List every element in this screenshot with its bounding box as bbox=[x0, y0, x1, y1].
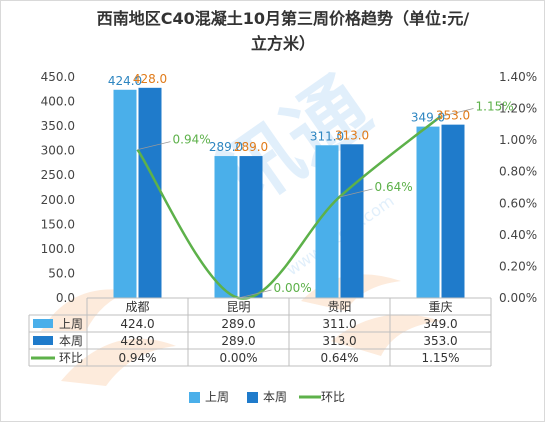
bar-本周-贵阳 bbox=[340, 144, 364, 298]
table-row-label: 本周 bbox=[59, 334, 83, 348]
line-label: 0.64% bbox=[375, 180, 413, 194]
bar-上周-贵阳 bbox=[315, 145, 339, 298]
table-cell: 428.0 bbox=[120, 334, 154, 348]
watermark-url: www.zltom.com bbox=[283, 191, 398, 279]
table-cell: 313.0 bbox=[322, 334, 356, 348]
legend-label: 本周 bbox=[263, 390, 287, 404]
bar-本周-昆明 bbox=[239, 156, 263, 298]
y-right-tick-label: 0.80% bbox=[499, 165, 537, 179]
bar-本周-重庆 bbox=[441, 124, 465, 298]
bar-label: 311.0 bbox=[310, 129, 344, 143]
legend-swatch bbox=[189, 392, 200, 403]
legend-label: 上周 bbox=[205, 390, 229, 404]
y-left-tick-label: 0.0 bbox=[56, 291, 75, 305]
line-环比 bbox=[136, 115, 442, 300]
data-labels-layer: 424.0 289.0 311.0 349.0 428.0 289.0 313.0 353.0… bbox=[108, 72, 514, 295]
bar-label: 353.0 bbox=[436, 109, 470, 123]
line-label: 0.94% bbox=[173, 133, 211, 147]
table-cell: 289.0 bbox=[221, 334, 255, 348]
y-right-tick-label: 0.00% bbox=[499, 291, 537, 305]
table-cell: 349.0 bbox=[423, 317, 457, 331]
y-right-tick-label: 0.20% bbox=[499, 259, 537, 273]
table-row-label: 上周 bbox=[59, 317, 83, 331]
bar-本周-成都 bbox=[138, 87, 162, 298]
legend-label: 环比 bbox=[321, 390, 345, 404]
y-left-tick-label: 350.0 bbox=[41, 119, 75, 133]
line-layer bbox=[136, 108, 474, 300]
table-row-label: 环比 bbox=[59, 351, 83, 365]
table-cell: 0.64% bbox=[320, 351, 358, 365]
chart-title-line-2: 立方米） bbox=[251, 34, 315, 53]
legend: 上周 本周 环比 bbox=[189, 390, 345, 404]
bar-上周-昆明 bbox=[214, 156, 238, 298]
y-left-tick-label: 200.0 bbox=[41, 193, 75, 207]
y-right-tick-label: 1.20% bbox=[499, 102, 537, 116]
y-right-tick-label: 0.60% bbox=[499, 196, 537, 210]
legend-swatch bbox=[247, 392, 258, 403]
y-left-tick-label: 100.0 bbox=[41, 242, 75, 256]
bar-label: 313.0 bbox=[335, 128, 369, 142]
line-label-leader bbox=[440, 108, 474, 117]
bar-上周-成都 bbox=[113, 89, 137, 298]
table-header-cell: 成都 bbox=[125, 300, 149, 314]
y-left-tick-label: 50.0 bbox=[48, 266, 75, 280]
bar-label: 424.0 bbox=[108, 74, 142, 88]
bar-上周-重庆 bbox=[416, 126, 440, 298]
bars-layer bbox=[113, 87, 465, 298]
y-left-tick-label: 450.0 bbox=[41, 70, 75, 84]
y-left-tick-label: 250.0 bbox=[41, 168, 75, 182]
table-header-cell: 昆明 bbox=[226, 300, 250, 314]
bar-label: 289.0 bbox=[234, 140, 268, 154]
table-swatch bbox=[33, 319, 53, 328]
table-cell: 0.94% bbox=[118, 351, 156, 365]
y-left-tick-label: 150.0 bbox=[41, 217, 75, 231]
line-label: 1.15% bbox=[476, 99, 514, 113]
table-cell: 353.0 bbox=[423, 334, 457, 348]
table-cell: 424.0 bbox=[120, 317, 154, 331]
y-left-tick-label: 400.0 bbox=[41, 95, 75, 109]
y-right-tick-label: 1.00% bbox=[499, 133, 537, 147]
y-right-tick-label: 1.40% bbox=[499, 70, 537, 84]
table-swatch bbox=[33, 336, 53, 345]
table-header-cell: 重庆 bbox=[428, 300, 452, 314]
y-right-tick-label: 0.40% bbox=[499, 228, 537, 242]
line-label-leader bbox=[137, 141, 171, 151]
table-header-cell: 贵阳 bbox=[327, 300, 351, 314]
line-label-leader bbox=[238, 289, 272, 299]
chart-title: 西南地区C40混凝土10月第三周价格趋势（单位:元/ bbox=[97, 9, 470, 28]
bar-label: 349.0 bbox=[411, 111, 445, 125]
table-cell: 311.0 bbox=[322, 317, 356, 331]
table-cell: 289.0 bbox=[221, 317, 255, 331]
y-left-tick-label: 300.0 bbox=[41, 144, 75, 158]
bar-label: 428.0 bbox=[133, 72, 167, 86]
line-label: 0.00% bbox=[274, 281, 312, 295]
bar-label: 289.0 bbox=[209, 140, 243, 154]
table-cell: 0.00% bbox=[219, 351, 257, 365]
line-label-leader bbox=[339, 188, 373, 198]
table-cell: 1.15% bbox=[421, 351, 459, 365]
